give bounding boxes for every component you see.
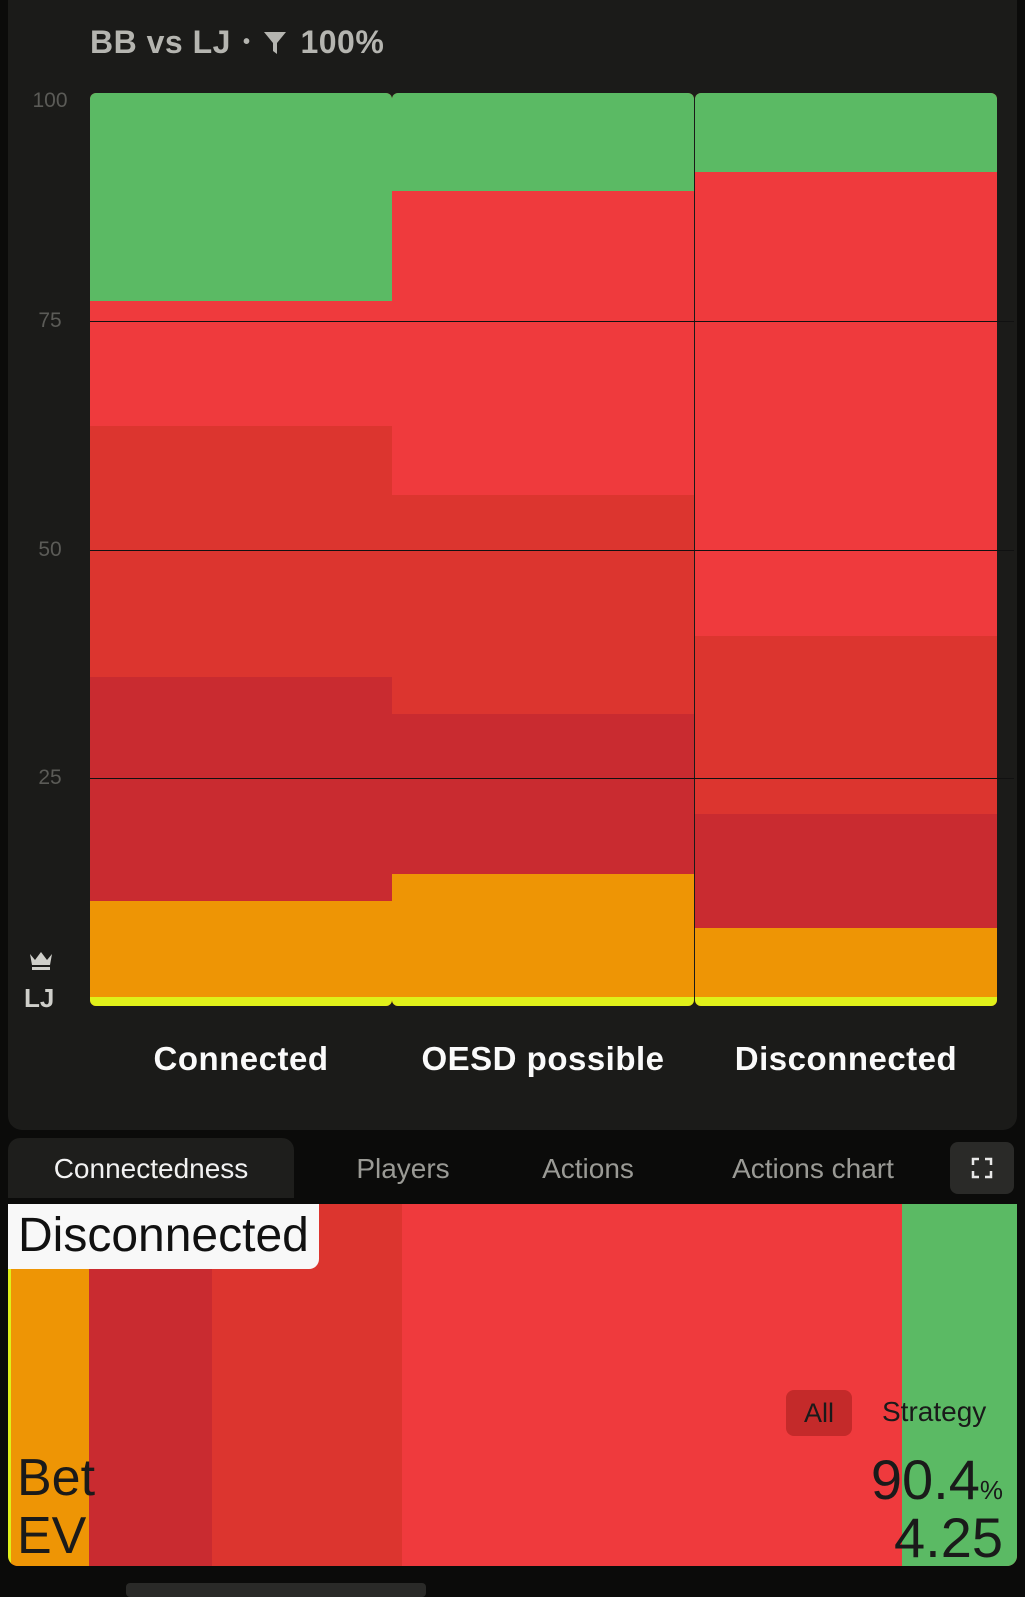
category-label: Connected — [90, 1040, 392, 1078]
chart-header: BB vs LJ • 100% — [90, 24, 384, 61]
percent-unit: % — [980, 1475, 1003, 1505]
tab-actions-chart[interactable]: Actions chart — [688, 1138, 938, 1198]
detail-segment[interactable] — [402, 1204, 903, 1566]
bar-segment[interactable] — [90, 996, 392, 1006]
expand-button[interactable] — [950, 1142, 1014, 1194]
bar-segment[interactable] — [392, 190, 694, 495]
tab-players[interactable]: Players — [308, 1138, 498, 1198]
expand-icon — [971, 1157, 993, 1179]
tab-actions[interactable]: Actions — [498, 1138, 678, 1198]
y-tick-label: 25 — [30, 766, 70, 790]
gridline — [90, 550, 1014, 551]
action-percent: 90.4% — [871, 1452, 1003, 1508]
bar-segment[interactable] — [90, 93, 392, 301]
bar-segment[interactable] — [90, 301, 392, 427]
bar-segment[interactable] — [392, 873, 694, 997]
category-label: Disconnected — [695, 1040, 997, 1078]
horizontal-scrollbar[interactable] — [126, 1583, 426, 1597]
bar-segment[interactable] — [392, 713, 694, 873]
bar-segment[interactable] — [90, 426, 392, 678]
bar-segment[interactable] — [695, 814, 997, 929]
ev-label: EV — [17, 1510, 86, 1562]
detail-title: Disconnected — [8, 1204, 319, 1269]
tab-bar: Connectedness Players Actions Actions ch… — [8, 1138, 1017, 1198]
gridline — [90, 321, 1014, 322]
header-separator: • — [243, 31, 251, 54]
tab-connectedness[interactable]: Connectedness — [8, 1138, 294, 1198]
detail-bar[interactable]: Disconnected — [8, 1204, 1017, 1566]
filter-value[interactable]: 100% — [300, 24, 384, 61]
y-tick-label: 100 — [30, 89, 70, 113]
action-label: Bet — [17, 1452, 95, 1504]
bar-segment[interactable] — [392, 996, 694, 1006]
category-label: OESD possible — [392, 1040, 694, 1078]
player-label: LJ — [24, 983, 54, 1014]
matchup-title: BB vs LJ — [90, 24, 231, 61]
bar-segment[interactable] — [695, 636, 997, 815]
y-tick-label: 75 — [30, 309, 70, 333]
strategy-label[interactable]: Strategy — [882, 1396, 986, 1428]
bar-segment[interactable] — [695, 93, 997, 172]
bar-segment[interactable] — [695, 172, 997, 636]
filter-funnel-icon[interactable] — [262, 29, 288, 57]
bar-segment[interactable] — [695, 928, 997, 997]
bar-segment[interactable] — [695, 996, 997, 1006]
ev-value: 4.25 — [894, 1510, 1003, 1566]
bar-segment[interactable] — [392, 93, 694, 191]
crown-icon — [28, 950, 54, 972]
percent-value: 90.4 — [871, 1448, 980, 1511]
all-filter-button[interactable]: All — [786, 1390, 852, 1436]
bar-segment[interactable] — [392, 494, 694, 714]
gridline — [90, 778, 1014, 779]
y-tick-label: 50 — [30, 538, 70, 562]
bar-segment[interactable] — [90, 677, 392, 901]
bar-segment[interactable] — [90, 901, 392, 997]
